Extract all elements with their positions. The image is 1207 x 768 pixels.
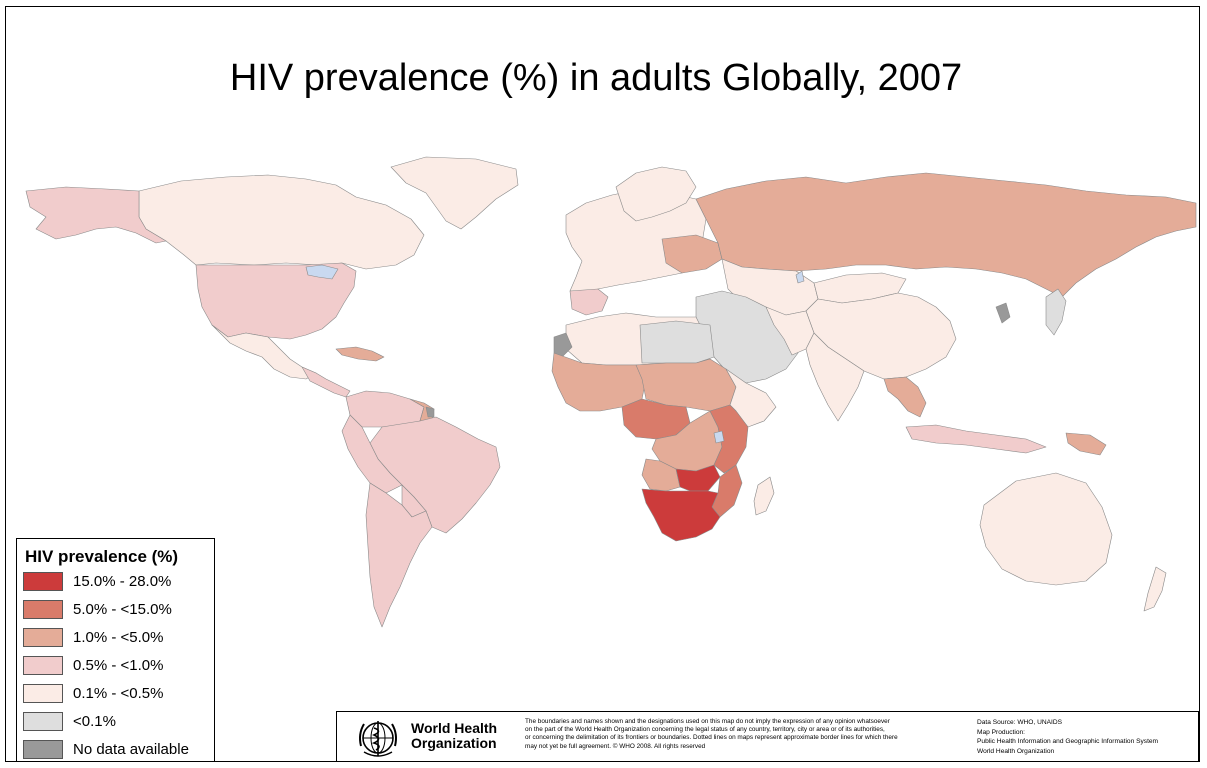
- region-horn-of-africa: [725, 368, 777, 428]
- region-scandinavia: [615, 166, 697, 222]
- legend-title: HIV prevalence (%): [25, 547, 179, 566]
- region-papua-new-guinea: [1065, 432, 1107, 456]
- region-southern-cone: [365, 482, 433, 628]
- region-japan: [1045, 288, 1067, 336]
- legend-item: 5.0% - <15.0%: [23, 599, 213, 621]
- disclaimer-line: or concerning the delimitation of its fr…: [525, 734, 898, 742]
- region-indonesia: [905, 424, 1047, 454]
- production-unit: Public Health Information and Geographic…: [977, 738, 1159, 746]
- great-lakes-water: [305, 264, 339, 280]
- region-india: [805, 332, 865, 422]
- legend-item: 0.5% - <1.0%: [23, 655, 213, 677]
- region-ukraine: [661, 234, 723, 274]
- production-org: World Health Organization: [977, 747, 1055, 755]
- region-southeast-asia: [883, 376, 927, 418]
- legend-swatch: [23, 712, 63, 731]
- region-korea: [995, 302, 1011, 324]
- legend-swatch: [23, 628, 63, 647]
- who-name-line2: Organization: [411, 735, 497, 751]
- region-greenland: [390, 156, 519, 230]
- legend-item: 0.1% - <0.5%: [23, 683, 213, 705]
- region-southern-africa: [641, 488, 721, 542]
- world-map: [25, 156, 1197, 628]
- legend-swatch: [23, 684, 63, 703]
- region-northern-south-america: [345, 390, 425, 428]
- region-french-guiana: [425, 406, 435, 418]
- legend-label: 15.0% - 28.0%: [73, 573, 172, 590]
- region-iberia: [569, 288, 609, 316]
- legend-item: <0.1%: [23, 711, 213, 733]
- legend-item: 15.0% - 28.0%: [23, 571, 213, 593]
- legend-swatch: [23, 572, 63, 591]
- legend-swatch: [23, 740, 63, 759]
- data-source: Data Source: WHO, UNAIDS: [977, 719, 1063, 726]
- disclaimer-line: on the part of the World Health Organiza…: [525, 726, 885, 734]
- region-russia: [695, 172, 1197, 298]
- who-name: World Health Organization: [411, 721, 497, 751]
- who-emblem-icon: [359, 721, 397, 757]
- region-western-sahara: [553, 332, 573, 358]
- region-andes: [341, 414, 403, 494]
- region-canada: [138, 174, 425, 270]
- disclaimer: The boundaries and names shown and the d…: [525, 718, 965, 751]
- map-title: HIV prevalence (%) in adults Globally, 2…: [229, 57, 963, 99]
- legend-item: 1.0% - <5.0%: [23, 627, 213, 649]
- region-angola: [641, 458, 681, 492]
- region-australia: [979, 472, 1113, 586]
- region-madagascar: [753, 476, 775, 516]
- map-frame: HIV prevalence (%) in adults Globally, 2…: [5, 6, 1200, 762]
- legend-label: 0.5% - <1.0%: [73, 657, 164, 674]
- disclaimer-line: The boundaries and names shown and the d…: [525, 718, 890, 725]
- region-usa: [195, 262, 357, 340]
- source-info: Data Source: WHO, UNAIDS Map Production:…: [977, 718, 1197, 756]
- legend-swatch: [23, 656, 63, 675]
- lake-victoria-water: [713, 430, 725, 444]
- region-libya-egypt: [639, 320, 715, 364]
- legend-swatch: [23, 600, 63, 619]
- lake-baikal-water: [795, 270, 805, 284]
- region-caribbean: [335, 346, 385, 362]
- legend-label: No data available: [73, 741, 189, 758]
- legend-label: 0.1% - <0.5%: [73, 685, 164, 702]
- region-central-america: [301, 366, 351, 398]
- map-production-label: Map Production:: [977, 728, 1026, 736]
- legend: HIV prevalence (%) 15.0% - 28.0% 5.0% - …: [16, 538, 215, 761]
- legend-label: 1.0% - <5.0%: [73, 629, 164, 646]
- legend-label: 5.0% - <15.0%: [73, 601, 172, 618]
- footer-panel: World Health Organization The boundaries…: [336, 711, 1199, 761]
- legend-item: No data available: [23, 739, 213, 761]
- region-alaska: [25, 186, 167, 244]
- disclaimer-line: may not yet be full agreement. © WHO 200…: [525, 742, 706, 750]
- legend-label: <0.1%: [73, 713, 116, 730]
- region-zambia: [675, 464, 721, 492]
- region-new-zealand: [1143, 566, 1167, 612]
- who-name-line1: World Health: [411, 720, 498, 736]
